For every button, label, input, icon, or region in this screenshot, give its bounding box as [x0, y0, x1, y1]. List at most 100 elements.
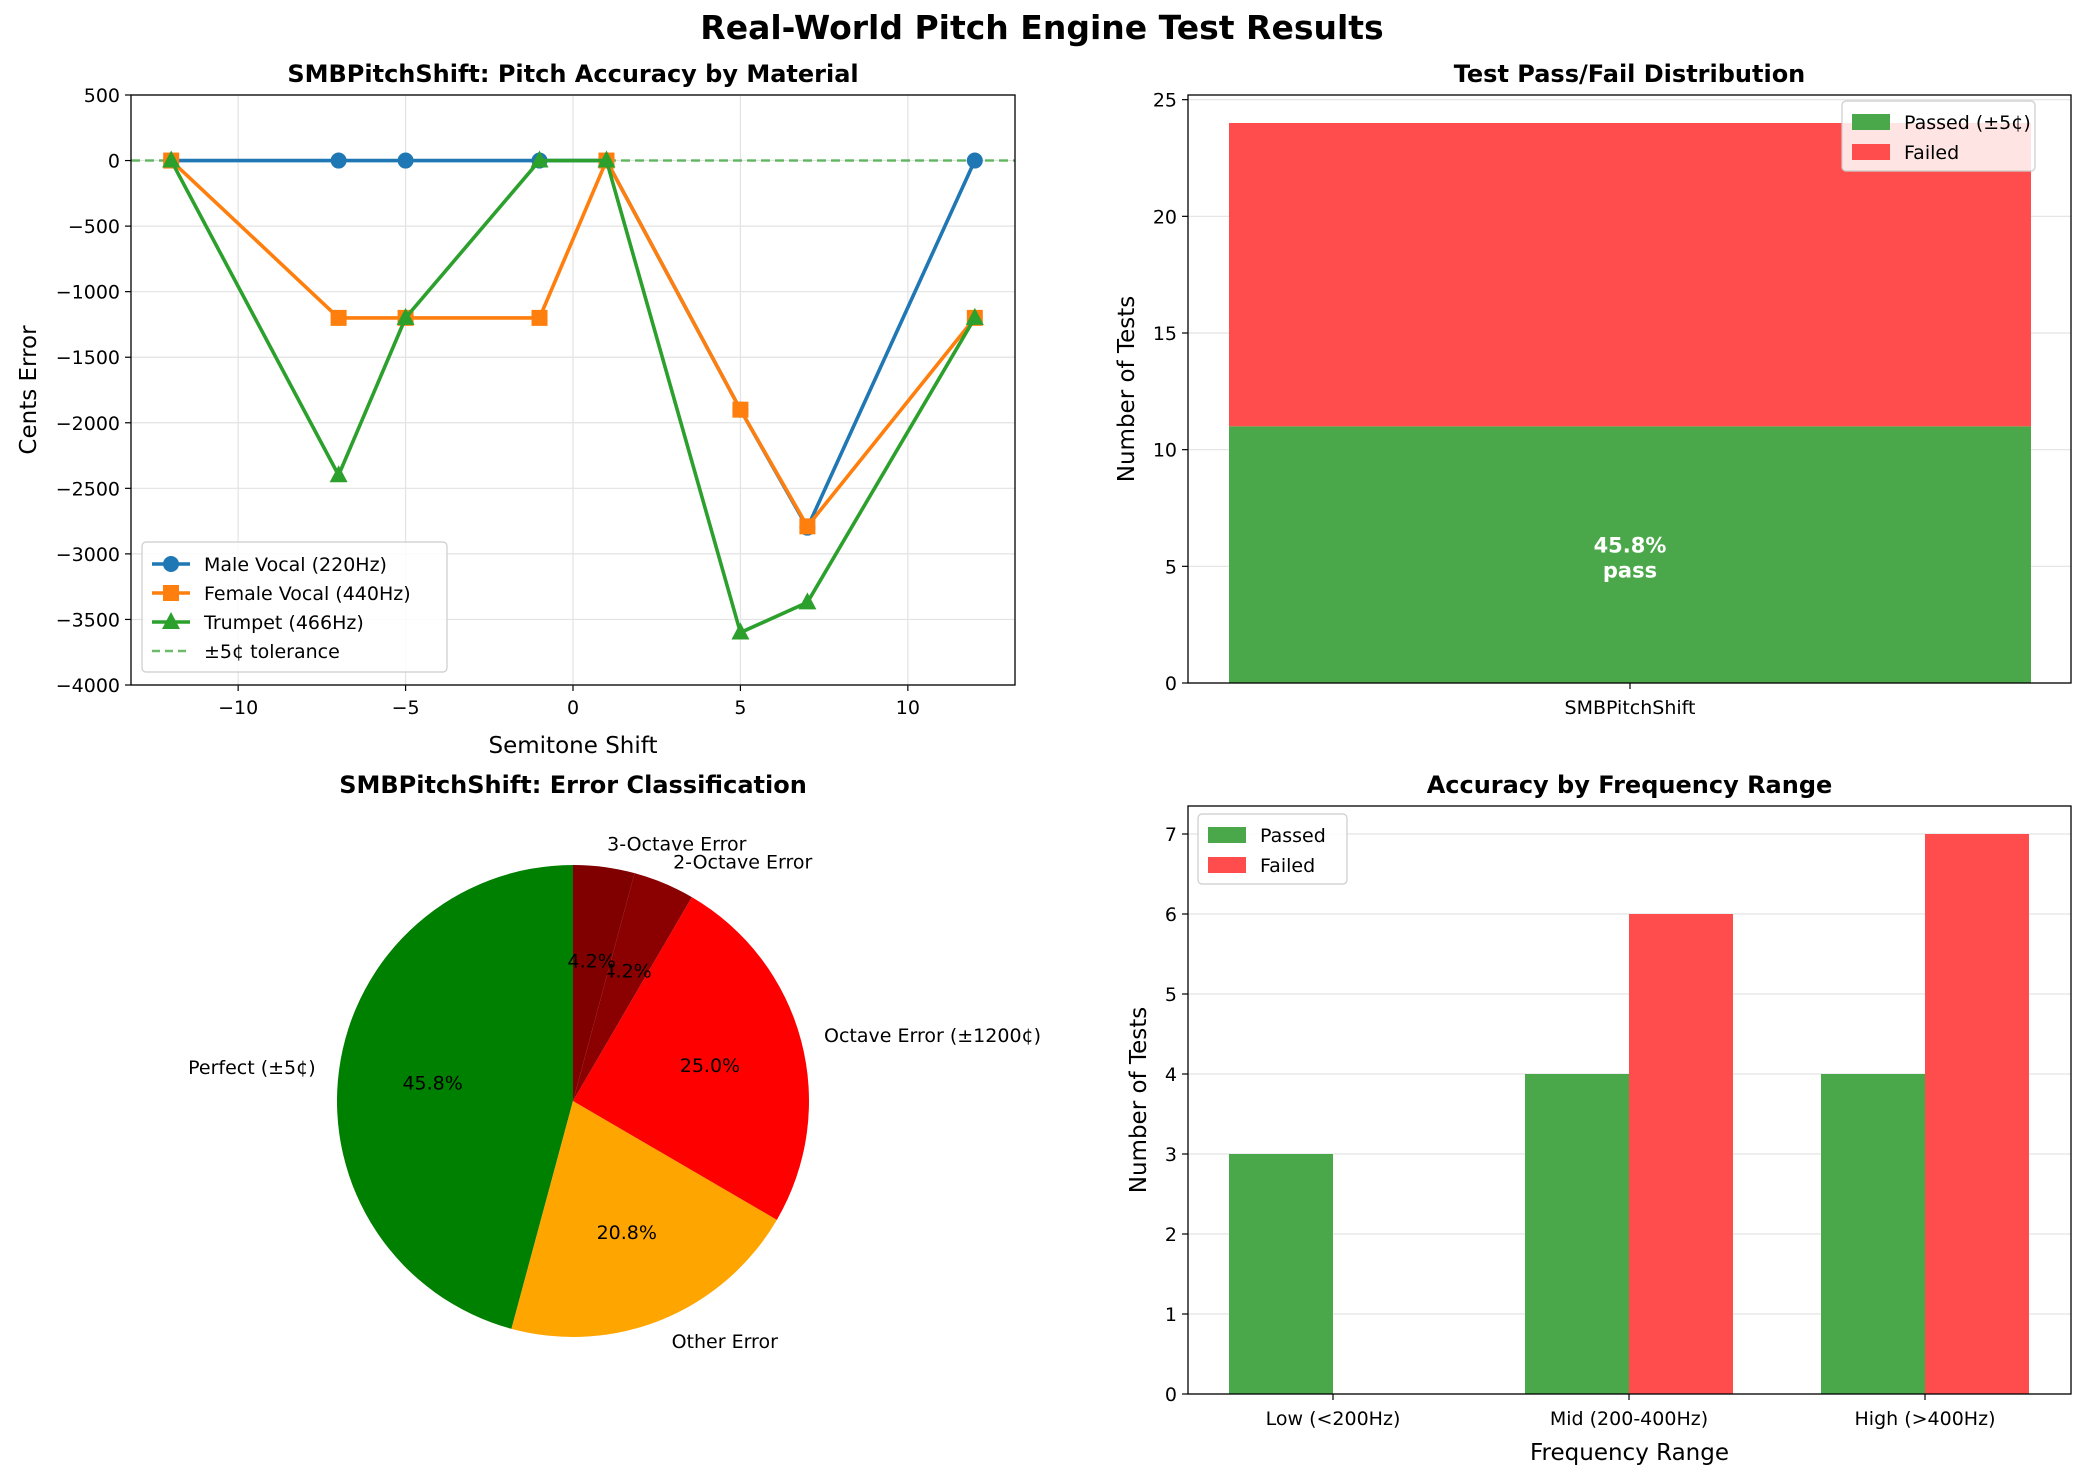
chart-title: Accuracy by Frequency Range: [1427, 771, 1833, 799]
legend-label: Trumpet (466Hz): [203, 612, 364, 634]
bar-segment-passed: [1229, 426, 2031, 683]
x-axis-label: Semitone Shift: [489, 733, 658, 759]
y-tick-label: 10: [1153, 440, 1177, 462]
pie-slice-label: Octave Error (±1200¢): [824, 1025, 1041, 1047]
pie-percent-label: 20.8%: [597, 1222, 657, 1244]
plot-frame: [1187, 805, 2072, 1395]
x-tick-label: −5: [392, 697, 420, 719]
pie-percent-label: 45.8%: [402, 1072, 462, 1094]
legend-box: [141, 541, 448, 673]
y-tick-label: 500: [84, 85, 120, 107]
y-tick-label: 20: [1153, 206, 1177, 228]
data-point-marker: [162, 150, 181, 168]
pass-rate-annotation: 45.8%: [1594, 534, 1667, 558]
stacked-bar-panel: 0 5 10 15 20 25 SMBPitchShift 45.8%pass Test Pas…: [1114, 60, 2072, 719]
bar-failed: [1629, 914, 1733, 1394]
bar-segment-failed: [1229, 123, 2031, 427]
legend-marker: [163, 556, 179, 572]
x-tick-label: 0: [567, 697, 579, 719]
legend-marker: [162, 612, 180, 629]
legend-label: Failed: [1904, 142, 1959, 164]
data-point-marker: [396, 307, 415, 325]
figure-title: Real-World Pitch Engine Test Results: [700, 8, 1384, 47]
x-tick-label: Mid (200-400Hz): [1550, 1408, 1708, 1430]
pie-slice: [511, 1101, 777, 1337]
y-tick-label: 2: [1165, 1224, 1177, 1246]
data-point-marker: [732, 401, 749, 418]
legend-swatch: [1852, 144, 1890, 160]
y-tick-label: 0: [108, 151, 120, 173]
y-tick-label: −2500: [56, 478, 120, 500]
legend-swatch: [1208, 857, 1246, 873]
data-point-marker: [329, 465, 348, 483]
data-point-marker: [330, 152, 347, 169]
data-point-marker: [966, 152, 983, 169]
data-point-marker: [965, 307, 984, 325]
series-line-2: [169, 158, 977, 529]
legend-swatch: [1208, 827, 1246, 843]
y-tick-label: 5: [1165, 556, 1177, 578]
legend-label: Failed: [1260, 855, 1315, 877]
y-axis-label: Number of Tests: [1126, 1007, 1152, 1193]
data-point-marker: [530, 150, 549, 168]
legend-box: [1841, 100, 2036, 172]
data-point-marker: [731, 622, 750, 640]
y-tick-label: −3000: [56, 544, 120, 566]
y-tick-label: −3500: [56, 609, 120, 631]
pie-slice-label: 3-Octave Error: [607, 834, 746, 856]
y-tick-label: −4000: [56, 675, 120, 697]
pie-slice: [573, 865, 635, 1101]
x-tick-label: SMBPitchShift: [1565, 697, 1696, 719]
y-tick-label: −1500: [56, 347, 120, 369]
series-line-3: [169, 158, 977, 635]
y-tick-label: −2000: [56, 413, 120, 435]
line-chart-panel: −10 −5 0 5 10 500 0 −500 −1000 −1500 −2000 −2500 −30…: [16, 60, 1016, 759]
bar-passed: [1821, 1074, 1925, 1394]
y-tick-label: 6: [1165, 904, 1177, 926]
pie-percent-label: 4.2%: [567, 951, 615, 973]
bar-passed: [1525, 1074, 1629, 1394]
x-tick-label: High (>400Hz): [1855, 1408, 1996, 1430]
pie-slice: [573, 873, 692, 1101]
pie-chart-panel: SMBPitchShift: Error Classification 45.8%…: [188, 771, 1041, 1353]
y-tick-label: 3: [1165, 1144, 1177, 1166]
pie-percent-label: 25.0%: [680, 1055, 740, 1077]
legend-swatch: [1852, 114, 1890, 130]
data-point-marker: [597, 150, 616, 168]
plot-frame: [1187, 94, 2072, 684]
data-point-marker: [531, 309, 548, 326]
y-tick-label: 7: [1165, 824, 1177, 846]
grouped-bar-panel: 0 1 2 3 4 5 6 7 Low (<200Hz) Mid (200-400Hz) High …: [1126, 771, 2072, 1466]
legend-label: Male Vocal (220Hz): [204, 554, 387, 576]
pie-slice-label: Perfect (±5¢): [188, 1057, 316, 1079]
data-point-marker: [330, 309, 347, 326]
pass-rate-annotation: pass: [1603, 559, 1657, 583]
legend-marker: [163, 585, 179, 601]
x-tick-label: 5: [734, 697, 746, 719]
x-tick-label: Low (<200Hz): [1266, 1408, 1401, 1430]
pie-slice: [337, 865, 573, 1329]
y-tick-label: 5: [1165, 984, 1177, 1006]
pie-percent-label: 4.2%: [603, 960, 651, 982]
chart-title: Test Pass/Fail Distribution: [1454, 60, 1806, 88]
data-point-marker: [798, 592, 817, 610]
pie-slice: [573, 897, 809, 1220]
x-tick-label: −10: [218, 697, 258, 719]
y-axis-label: Cents Error: [16, 325, 42, 455]
bar-failed: [1925, 834, 2029, 1394]
y-tick-label: 4: [1165, 1064, 1177, 1086]
y-tick-label: 0: [1165, 1384, 1177, 1406]
data-point-marker: [397, 152, 414, 169]
y-tick-label: 0: [1165, 673, 1177, 695]
x-axis-label: Frequency Range: [1530, 1440, 1729, 1466]
y-tick-label: −500: [68, 216, 120, 238]
y-tick-label: 1: [1165, 1304, 1177, 1326]
y-axis-label: Number of Tests: [1114, 296, 1140, 482]
plot-frame: [130, 94, 1016, 686]
y-tick-label: 15: [1153, 323, 1177, 345]
bar-passed: [1229, 1154, 1333, 1394]
legend-label: ±5¢ tolerance: [204, 641, 340, 663]
pie-slice-label: 2-Octave Error: [673, 851, 812, 873]
chart-title: SMBPitchShift: Error Classification: [339, 771, 807, 799]
